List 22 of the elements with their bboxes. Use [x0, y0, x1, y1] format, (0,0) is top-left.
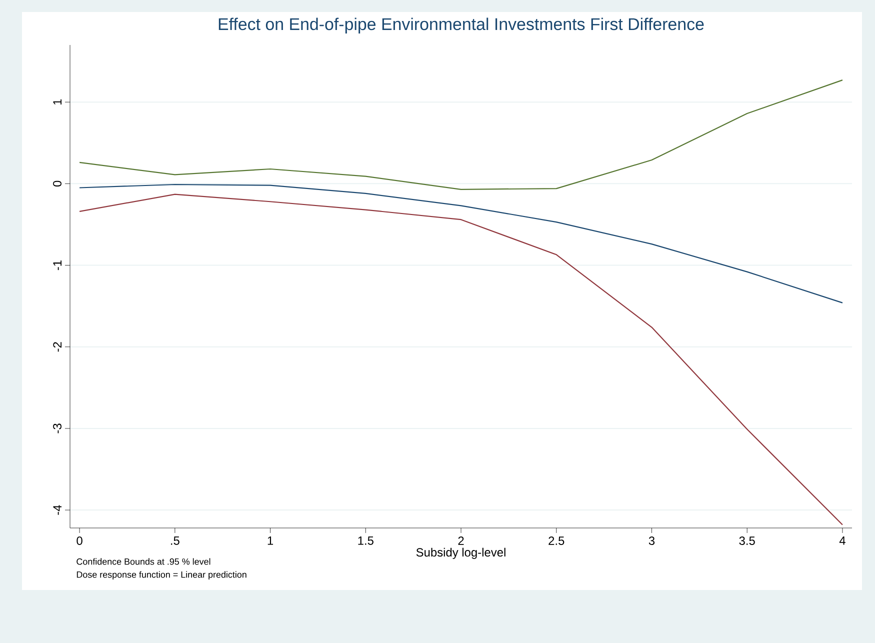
y-tick-label: -2 — [53, 342, 62, 352]
y-tick-label: -4 — [53, 505, 62, 515]
x-tick-label: 2.5 — [548, 536, 564, 545]
x-tick-label: 4 — [839, 536, 846, 545]
x-tick-label: 0 — [76, 536, 82, 545]
x-axis-title: Subsidy log-level — [416, 548, 506, 559]
text: Dose response function = Linear prediction — [76, 571, 246, 580]
chart-title: Effect on End-of-pipe Environmental Investments First Difference — [218, 18, 704, 34]
x-tick-label: .5 — [171, 536, 180, 545]
y-tick-label: -1 — [53, 260, 62, 270]
line-series — [78, 194, 844, 526]
text: Confidence Bounds at .95 % level — [76, 558, 210, 565]
y-tick-label: 1 — [53, 99, 62, 105]
x-tick-label: 1 — [268, 536, 274, 545]
line-series — [78, 184, 844, 304]
x-tick-label: 2 — [458, 536, 464, 545]
x-tick-label: 3 — [648, 536, 655, 545]
line-series — [78, 80, 844, 190]
x-tick-label: 1.5 — [358, 536, 374, 545]
x-tick-label: 3.5 — [739, 536, 755, 545]
y-tick-label: 0 — [53, 180, 62, 187]
y-tick-label: -3 — [53, 424, 62, 434]
